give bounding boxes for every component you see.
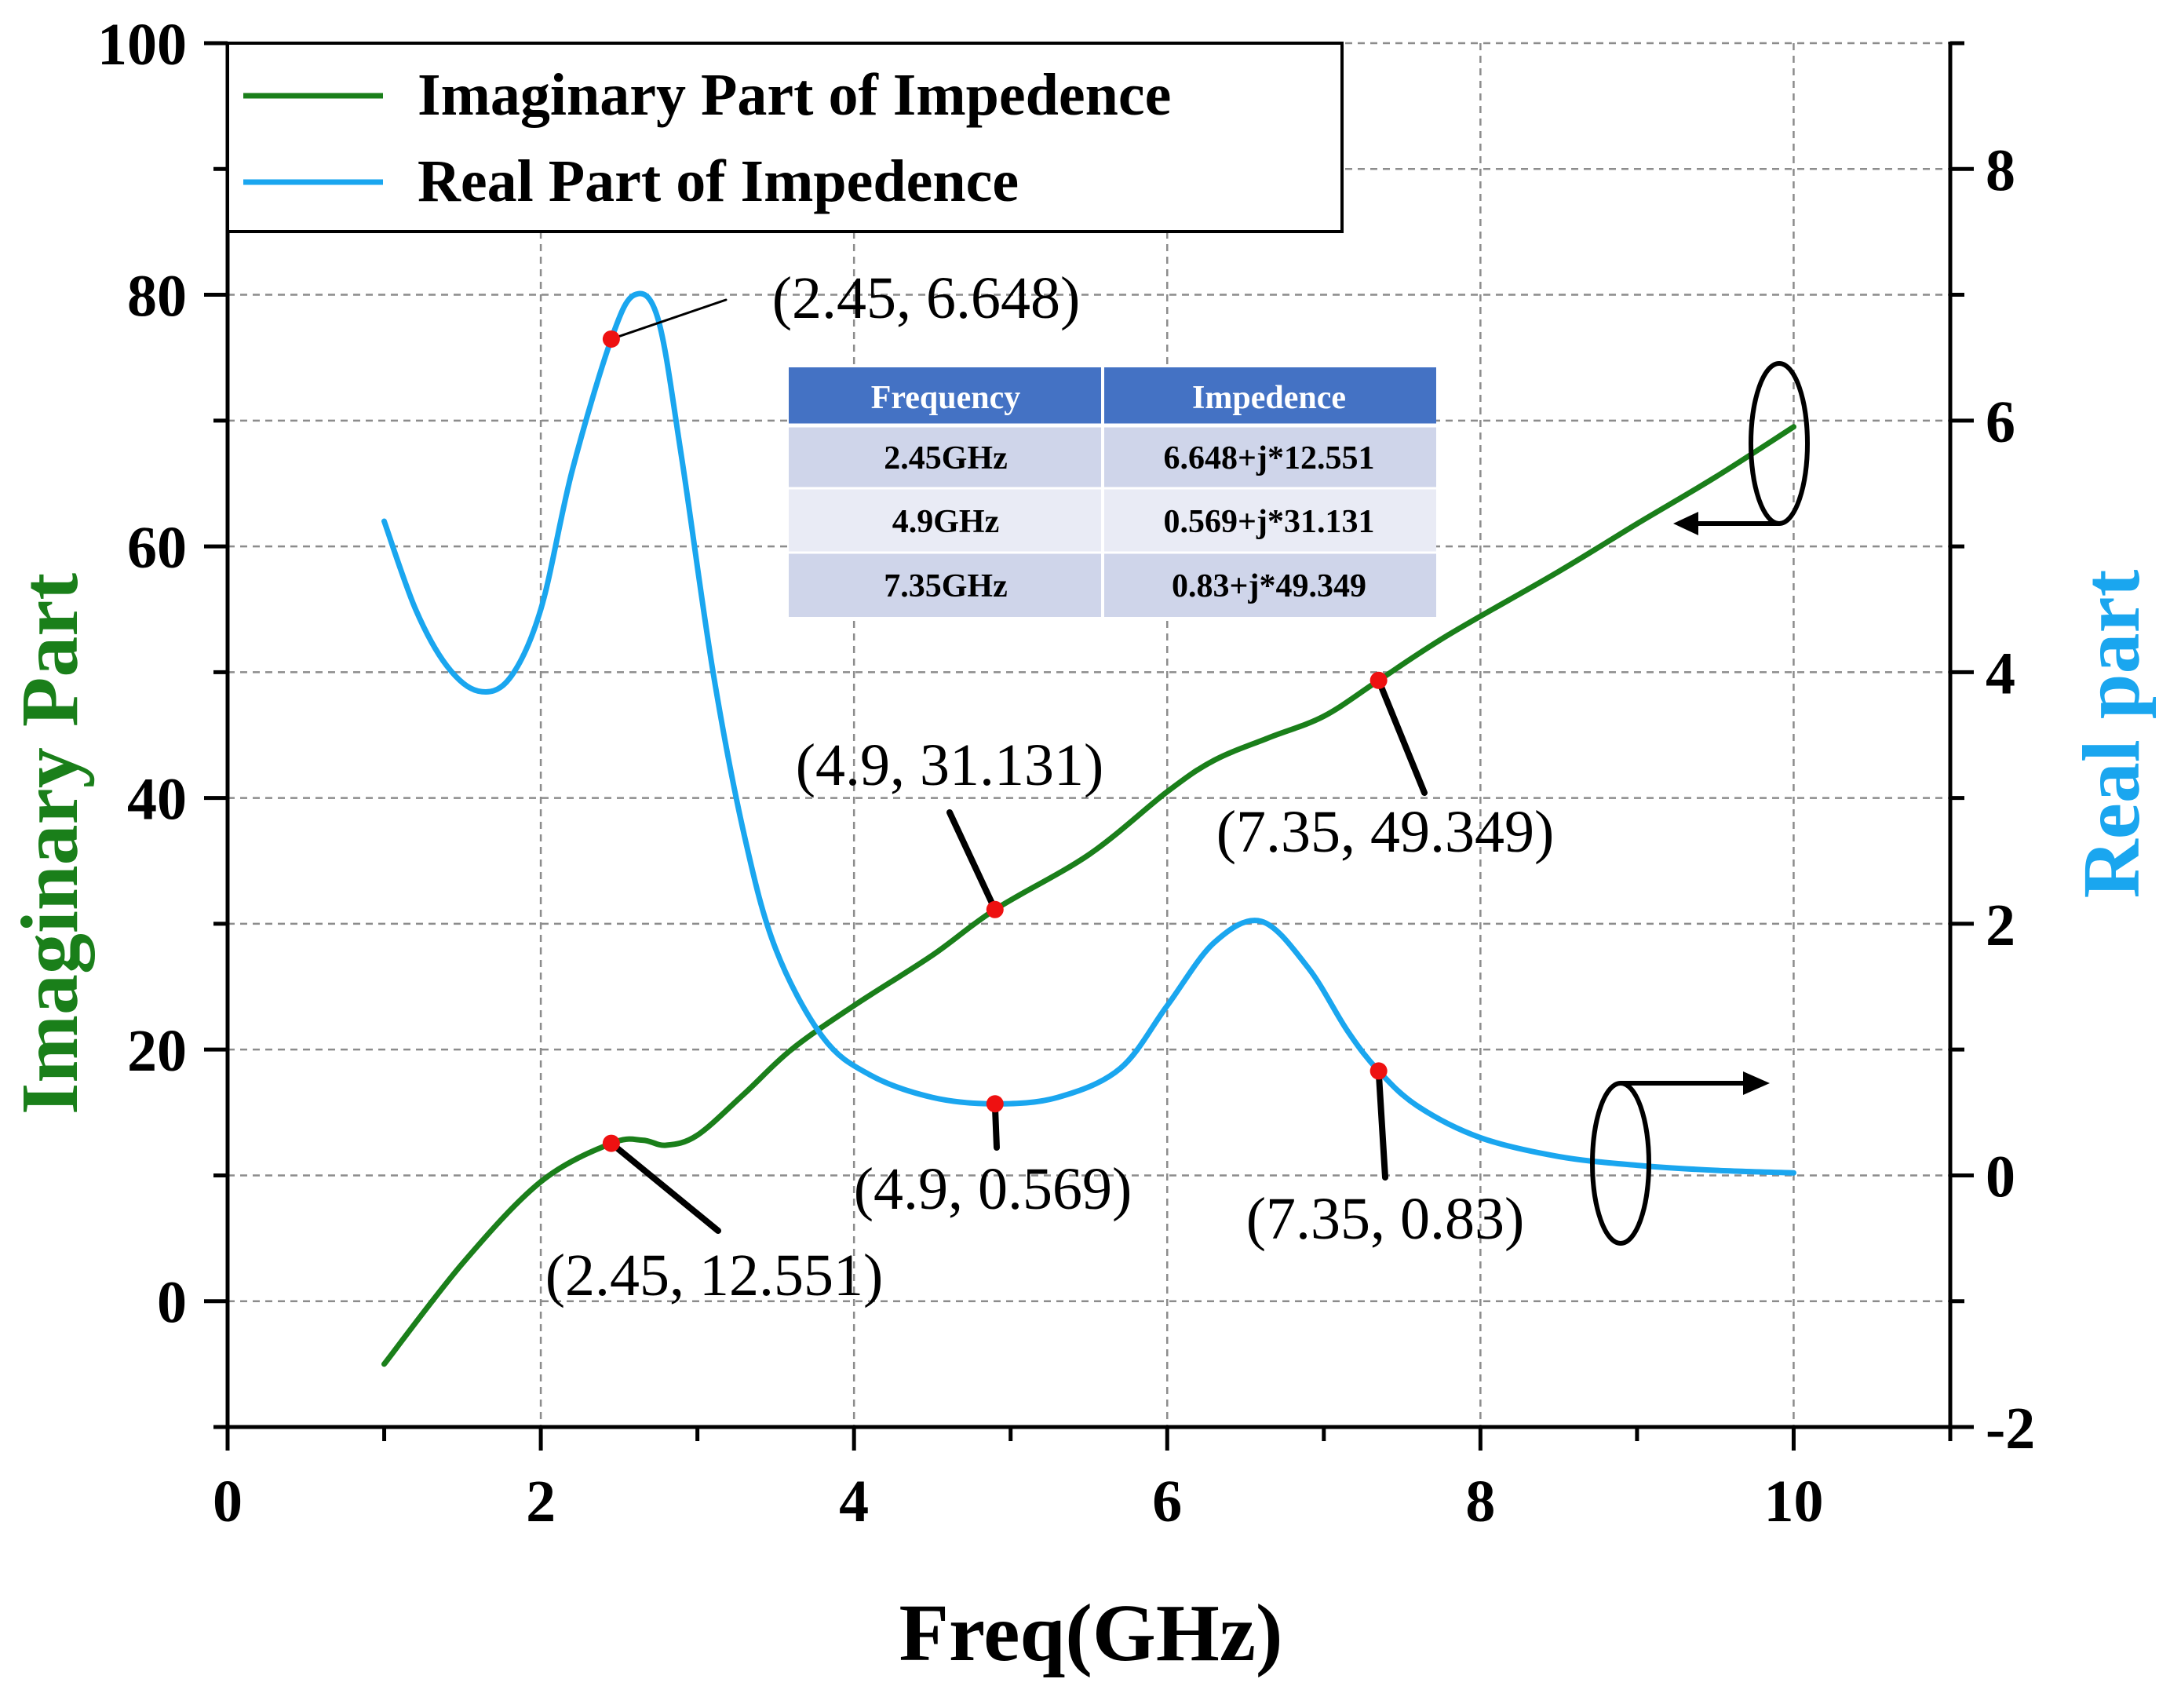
grid-lines [228,42,1950,1427]
annotation-labels: (2.45, 12.551) (4.9, 31.131) (7.35, 49.349… [545,265,1555,1308]
left-axis-indicator-ellipse [1749,361,1810,526]
annotation-leader-real-7-35 [1375,1068,1388,1181]
legend-box [226,42,1344,233]
real-part-line [381,290,1796,1176]
imaginary-part-line [381,424,1796,1367]
y-left-tick-label-0: 0 [157,1270,187,1336]
marker-real-2-45 [602,330,620,348]
table-cell-r2-imp: 0.569+j*31.131 [1164,504,1375,540]
y-left-tick-labels: 0 20 40 60 80 100 [97,12,187,1336]
legend-label-imag: Imaginary Part of Impedence [418,62,1171,128]
marker-imag-7-35 [1369,671,1388,689]
left-axis-arrowhead [1673,512,1698,535]
annotation-label-imag-2-45: (2.45, 12.551) [545,1243,884,1308]
table-row-3-bg [789,553,1436,617]
table-cell-r1-freq: 2.45GHz [884,440,1007,476]
y-left-tick-label-80: 80 [127,264,187,330]
marker-imag-2-45 [602,1134,620,1152]
annotation-label-real-7-35: (7.35, 0.83) [1246,1186,1525,1252]
y-right-tick-label-4: 4 [1986,640,2015,706]
y-right-tick-label-8: 8 [1986,137,2015,203]
annotation-leader-imag-7-35 [1375,677,1428,796]
table-header-cell-2 [1103,367,1436,425]
data-markers [602,330,1388,1152]
x-axis-title: Freq(GHz) [899,1588,1282,1678]
y-right-tick-label-2: 2 [1986,892,2015,958]
annotation-label-imag-7-35: (7.35, 49.349) [1216,799,1555,865]
y-left-tick-label-20: 20 [127,1018,187,1084]
table-row-2-bg [789,488,1436,553]
annotation-leader-real-2-45 [610,298,728,341]
right-axis-indicator [1590,1071,1770,1246]
series-lines [381,290,1796,1367]
legend: Imaginary Part of Impedence Real Part of… [226,42,1344,233]
axes [204,41,1974,1451]
y-right-tick-label-0: 0 [1986,1144,2015,1210]
table-cell-r2-freq: 4.9GHz [892,504,999,540]
legend-label-real: Real Part of Impedence [418,148,1019,214]
table-header-frequency: Frequency [871,380,1021,416]
x-tick-label-8: 8 [1465,1469,1495,1535]
y-right-tick-labels: -2 0 2 4 6 8 [1986,137,2035,1462]
y-left-axis-title: Imaginary Part [5,572,95,1115]
marker-real-7-35 [1369,1062,1388,1080]
x-tick-labels: 0 2 4 6 8 10 [213,1469,1823,1535]
annotation-label-real-2-45: (2.45, 6.648) [772,265,1081,331]
annotation-label-imag-4-9: (4.9, 31.131) [796,732,1104,798]
left-axis-indicator [1673,361,1810,535]
x-tick-label-6: 6 [1152,1469,1182,1535]
table-header-cell-1 [789,367,1103,425]
table-cell-r1-imp: 6.648+j*12.551 [1164,440,1375,476]
annotation-label-real-4-9: (4.9, 0.569) [854,1156,1132,1222]
y-right-tick-label-6: 6 [1986,389,2015,455]
x-tick-label-2: 2 [526,1469,556,1535]
x-tick-label-10: 10 [1763,1469,1823,1535]
x-tick-label-4: 4 [839,1469,869,1535]
y-left-tick-label-100: 100 [97,12,187,78]
y-left-tick-label-40: 40 [127,767,187,833]
y-left-tick-label-60: 60 [127,515,187,581]
right-axis-arrowhead [1743,1071,1770,1095]
marker-imag-4-9 [986,900,1004,918]
table-cell-r3-freq: 7.35GHz [884,568,1007,604]
y-right-tick-label--2: -2 [1986,1396,2035,1462]
marker-real-4-9 [986,1095,1004,1113]
table-header-impedence: Impedence [1192,380,1346,416]
table-row-1-bg [789,425,1436,488]
x-tick-label-0: 0 [213,1469,243,1535]
table-cell-r3-imp: 0.83+j*49.349 [1172,568,1366,604]
y-right-axis-title: Real part [2066,569,2157,898]
annotation-leader-imag-4-9 [946,809,998,913]
annotation-leader-imag-2-45 [607,1140,721,1234]
inset-table: Frequency Impedence 2.45GHz 6.648+j*12.5… [789,367,1436,617]
